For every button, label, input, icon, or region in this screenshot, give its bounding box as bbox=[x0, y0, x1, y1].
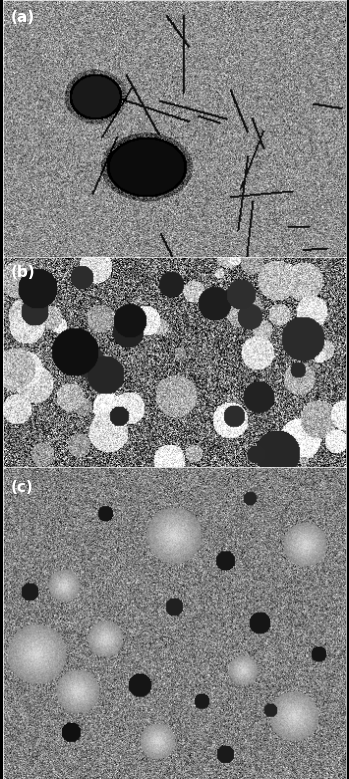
Text: (a): (a) bbox=[10, 10, 35, 25]
Text: (c): (c) bbox=[10, 480, 33, 495]
Text: (b): (b) bbox=[10, 266, 35, 280]
